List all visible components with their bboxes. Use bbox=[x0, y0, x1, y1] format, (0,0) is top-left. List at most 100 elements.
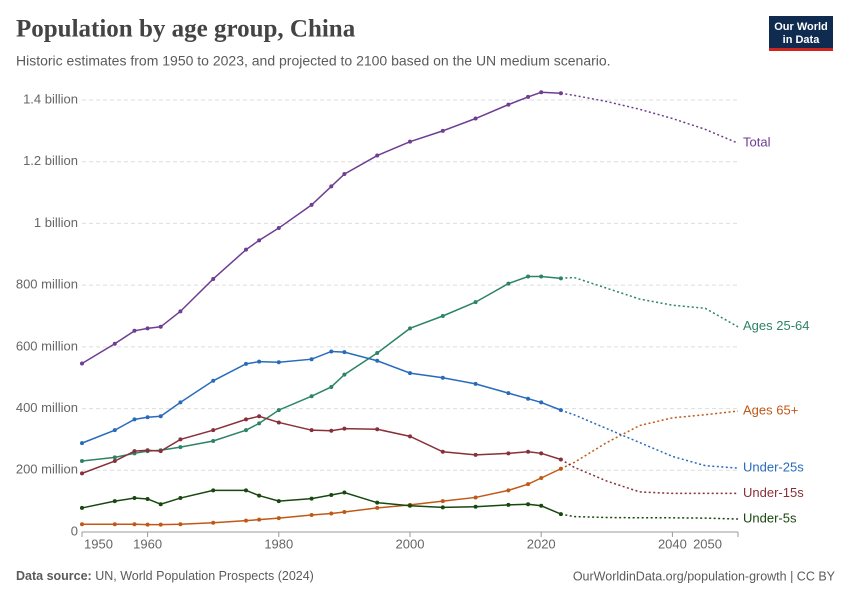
line-label: Under-25s bbox=[743, 460, 804, 475]
point bbox=[342, 426, 347, 431]
point bbox=[473, 116, 478, 121]
y-tick-label: 200 million bbox=[16, 462, 78, 477]
series-line bbox=[81, 275, 561, 462]
y-tick-label: 400 million bbox=[16, 400, 78, 415]
point bbox=[112, 522, 117, 527]
point bbox=[375, 358, 380, 363]
projection-line bbox=[560, 458, 738, 495]
x-tick-label: 2040 bbox=[658, 536, 687, 551]
point bbox=[211, 438, 216, 443]
series-line bbox=[81, 91, 561, 365]
point bbox=[440, 499, 445, 504]
point bbox=[342, 350, 347, 355]
point bbox=[342, 490, 347, 495]
point bbox=[375, 153, 380, 158]
x-tick-label: 1980 bbox=[264, 536, 293, 551]
point bbox=[244, 518, 248, 523]
projection-line bbox=[560, 276, 739, 328]
point bbox=[178, 437, 183, 442]
point bbox=[375, 500, 380, 505]
point bbox=[375, 351, 380, 356]
logo-box bbox=[769, 16, 833, 50]
point bbox=[257, 493, 262, 498]
point bbox=[158, 324, 163, 329]
chart-title: Population by age group, China bbox=[16, 16, 356, 43]
logo-text: in Data bbox=[783, 34, 821, 46]
point bbox=[375, 505, 380, 510]
point bbox=[276, 226, 281, 231]
point bbox=[244, 428, 248, 433]
point bbox=[80, 459, 84, 464]
line-label: Ages 65+ bbox=[743, 402, 798, 417]
point bbox=[257, 414, 262, 419]
point bbox=[342, 509, 347, 514]
point bbox=[506, 391, 511, 396]
y-tick-label: 800 million bbox=[16, 277, 78, 292]
point bbox=[506, 281, 511, 286]
point bbox=[132, 449, 137, 454]
point bbox=[276, 499, 281, 504]
point bbox=[473, 381, 478, 386]
y-tick-label: 1.2 billion bbox=[23, 153, 78, 168]
x-tick-label: 1960 bbox=[133, 536, 162, 551]
point bbox=[145, 522, 150, 527]
point bbox=[80, 505, 84, 510]
footer-url[interactable]: OurWorldinData.org/population-growth | C… bbox=[573, 569, 836, 583]
point bbox=[473, 452, 478, 457]
point bbox=[257, 517, 262, 522]
x-tick-label: 2000 bbox=[396, 536, 425, 551]
point bbox=[276, 516, 281, 521]
point bbox=[342, 172, 347, 177]
point bbox=[408, 326, 412, 331]
point bbox=[80, 361, 84, 366]
x-tick-label: 1950 bbox=[84, 536, 113, 551]
point bbox=[145, 496, 150, 501]
point bbox=[539, 451, 544, 456]
point bbox=[526, 396, 531, 401]
point bbox=[276, 360, 281, 365]
point bbox=[558, 466, 563, 471]
point bbox=[158, 449, 163, 454]
y-tick-label: 1.4 billion bbox=[23, 91, 78, 106]
source-label: Data source: bbox=[16, 569, 92, 583]
point bbox=[539, 274, 544, 279]
series-line bbox=[81, 415, 562, 475]
point bbox=[329, 184, 334, 189]
projection-line bbox=[560, 410, 739, 470]
point bbox=[132, 522, 137, 527]
point bbox=[80, 471, 84, 476]
point bbox=[112, 459, 117, 464]
point bbox=[506, 488, 511, 493]
point bbox=[440, 375, 445, 380]
point bbox=[329, 384, 334, 389]
point bbox=[506, 102, 511, 107]
point bbox=[539, 476, 544, 480]
point bbox=[132, 417, 137, 422]
logo[interactable]: Our World in Data bbox=[769, 16, 833, 51]
point bbox=[473, 504, 478, 509]
line-label: Ages 25-64 bbox=[743, 318, 810, 333]
point bbox=[257, 421, 262, 426]
point bbox=[329, 492, 334, 497]
point bbox=[178, 400, 183, 405]
point bbox=[276, 420, 281, 425]
point bbox=[539, 90, 544, 95]
point bbox=[244, 417, 248, 422]
point bbox=[158, 502, 163, 507]
y-tick-label: 600 million bbox=[16, 338, 78, 353]
point bbox=[145, 415, 150, 420]
point bbox=[211, 276, 216, 281]
point bbox=[506, 451, 511, 456]
line-label: Under-5s bbox=[743, 510, 797, 525]
point bbox=[211, 378, 216, 383]
point bbox=[244, 361, 248, 366]
point bbox=[375, 427, 380, 432]
point bbox=[440, 505, 445, 510]
point bbox=[158, 414, 163, 419]
point bbox=[309, 394, 314, 399]
point bbox=[257, 238, 262, 243]
line-label: Under-15s bbox=[743, 485, 804, 500]
point bbox=[112, 341, 117, 346]
point bbox=[309, 357, 314, 362]
